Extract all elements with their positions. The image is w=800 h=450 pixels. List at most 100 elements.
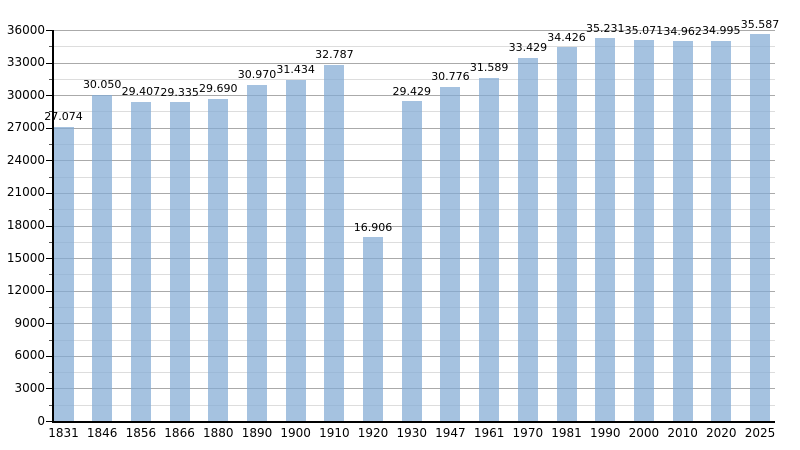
minor-gridline <box>53 78 775 80</box>
y-axis-tick-label: 33000 <box>6 55 45 70</box>
bar-value-1930: 29.429 <box>392 84 432 98</box>
major-gridline <box>53 95 775 97</box>
x-axis-tick-label-1970: 1970 <box>512 426 544 440</box>
y-axis-major-tick <box>46 192 53 194</box>
bar-2025 <box>750 34 770 421</box>
bar-value-1856: 29.407 <box>121 85 161 99</box>
bar-1910 <box>324 64 345 421</box>
y-axis-tick-label: 27000 <box>6 120 45 135</box>
bar-1947 <box>440 86 461 421</box>
bar-1846 <box>92 94 113 421</box>
y-axis-minor-tick <box>49 404 53 406</box>
x-axis-tick-label-2020: 2020 <box>706 426 737 440</box>
y-axis-minor-tick <box>49 144 53 146</box>
y-axis-major-tick <box>46 290 53 292</box>
y-axis-major-tick <box>46 160 53 162</box>
y-axis-tick-label: 15000 <box>6 250 45 265</box>
bar-1930 <box>401 101 422 421</box>
x-axis-tick-label-1981: 1981 <box>551 426 582 440</box>
y-axis-tick-label: 36000 <box>6 22 45 37</box>
bar-1920 <box>363 237 384 421</box>
bar-2000 <box>633 40 654 421</box>
y-axis-tick-label: 9000 <box>14 315 45 330</box>
y-axis-tick-label: 18000 <box>6 218 45 232</box>
y-axis-major-tick <box>46 62 53 64</box>
y-axis-tick-label: 30000 <box>6 87 45 102</box>
bar-value-2010: 34.962 <box>663 24 702 38</box>
y-axis-tick-label: 0 <box>37 413 45 428</box>
bar-value-1890: 30.970 <box>237 68 277 82</box>
x-axis-tick-label-1930: 1930 <box>396 426 428 440</box>
x-axis-tick-label-1910: 1910 <box>319 426 350 440</box>
y-axis-major-tick <box>46 127 53 129</box>
bar-value-1961: 31.589 <box>469 61 509 75</box>
bar-1866 <box>169 102 190 421</box>
y-axis-minor-tick <box>49 46 53 48</box>
y-axis-major-tick <box>46 95 53 97</box>
x-axis-tick-label-1947: 1947 <box>435 426 466 440</box>
y-axis-minor-tick <box>49 339 53 341</box>
y-axis-tick-label: 21000 <box>6 185 45 200</box>
y-axis-major-tick <box>46 258 53 260</box>
y-axis-minor-tick <box>49 78 53 80</box>
x-axis-tick-label-1900: 1900 <box>280 426 311 440</box>
bar-value-1910: 32.787 <box>315 48 354 62</box>
minor-gridline <box>53 46 775 48</box>
x-axis-tick-label-2000: 2000 <box>628 426 660 440</box>
x-axis-tick-label-1990: 1990 <box>589 426 621 440</box>
bar-value-1990: 35.231 <box>585 21 625 35</box>
x-axis-tick-label-1831: 1831 <box>48 426 79 440</box>
bar-1900 <box>285 79 306 421</box>
y-axis-minor-tick <box>49 111 53 113</box>
bar-1990 <box>595 38 616 421</box>
y-axis-major-tick <box>46 30 53 31</box>
y-axis-minor-tick <box>49 274 53 276</box>
x-axis-tick-label-1961: 1961 <box>473 426 505 440</box>
bar-1880 <box>208 98 229 421</box>
y-axis-line <box>52 30 54 423</box>
bar-1890 <box>246 84 267 421</box>
y-axis-major-tick <box>46 323 53 325</box>
bar-2010 <box>672 41 693 421</box>
bar-value-1900: 31.434 <box>276 63 315 77</box>
bar-value-2025: 35.587 <box>740 17 780 31</box>
y-axis-major-tick <box>46 225 53 227</box>
bar-1831 <box>53 126 74 421</box>
bar-value-1920: 16.906 <box>353 220 393 234</box>
y-axis-tick-label: 3000 <box>14 380 45 395</box>
y-axis-minor-tick <box>49 306 53 308</box>
x-axis-tick-label-2025: 2025 <box>744 426 776 440</box>
y-axis-minor-tick <box>49 372 53 374</box>
y-axis-major-tick <box>46 421 53 422</box>
x-axis-tick-label-1920: 1920 <box>357 426 389 440</box>
bar-value-2000: 35.071 <box>624 23 664 37</box>
y-axis-minor-tick <box>49 176 53 178</box>
y-axis-tick-label: 6000 <box>14 348 45 363</box>
bar-value-1866: 29.335 <box>160 85 199 99</box>
x-axis-line <box>52 421 775 423</box>
bar-value-2020: 34.995 <box>702 24 741 38</box>
bar-value-1831: 27.074 <box>44 110 83 124</box>
major-gridline <box>53 30 775 31</box>
y-axis-major-tick <box>46 388 53 390</box>
y-axis-tick-label: 12000 <box>6 283 45 298</box>
x-axis-tick-label-1880: 1880 <box>202 426 234 440</box>
bar-value-1981: 34.426 <box>547 30 586 44</box>
bar-2020 <box>711 40 732 421</box>
x-axis-tick-label-1846: 1846 <box>86 426 118 440</box>
bar-value-1970: 33.429 <box>508 41 548 55</box>
bar-1970 <box>517 57 538 421</box>
bar-1961 <box>479 77 500 421</box>
x-axis-tick-label-2010: 2010 <box>667 426 698 440</box>
bar-value-1947: 30.776 <box>431 70 470 84</box>
x-axis-tick-label-1890: 1890 <box>241 426 273 440</box>
y-axis-minor-tick <box>49 241 53 243</box>
y-axis-major-tick <box>46 355 53 357</box>
y-axis-minor-tick <box>49 209 53 211</box>
bar-value-1846: 30.050 <box>82 78 122 92</box>
bar-1981 <box>556 47 577 421</box>
y-axis-tick-label: 24000 <box>6 152 45 167</box>
bar-value-1880: 29.690 <box>199 82 238 96</box>
bar-1856 <box>130 101 151 421</box>
